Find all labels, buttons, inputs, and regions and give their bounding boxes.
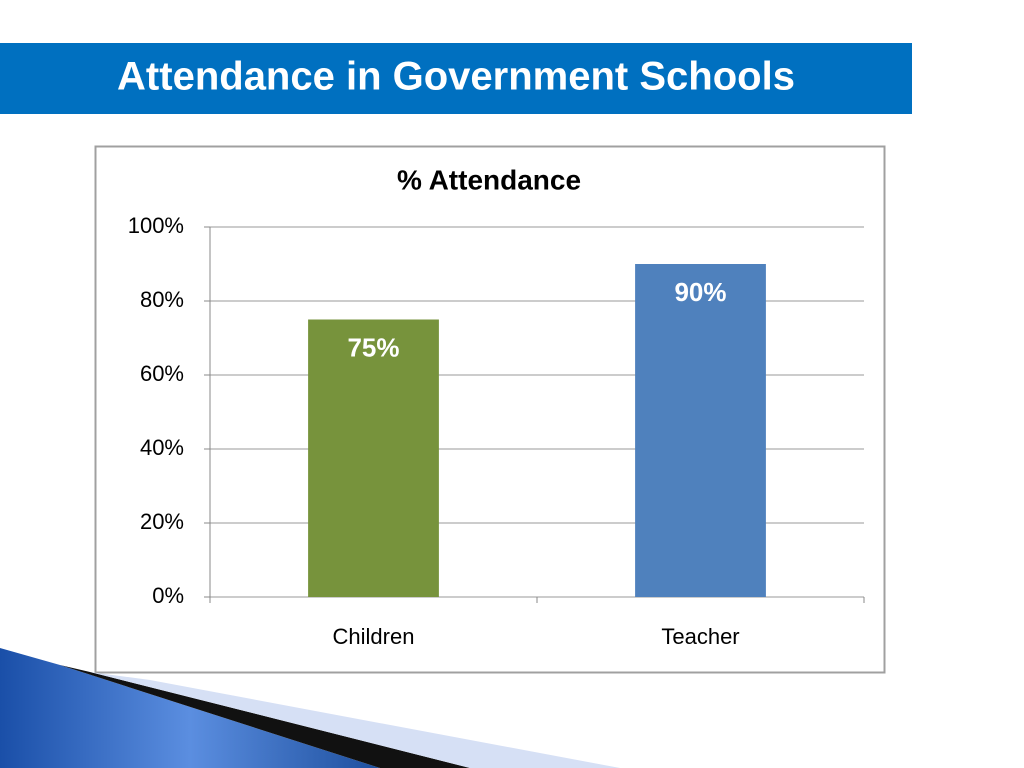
x-tick-label: Teacher	[661, 624, 739, 649]
decoration	[0, 648, 380, 768]
y-tick-label: 0%	[152, 583, 184, 608]
data-label: 90%	[674, 277, 726, 307]
chart-frame	[94, 145, 886, 674]
y-tick-label: 80%	[140, 287, 184, 312]
decoration	[60, 665, 470, 768]
decoration	[90, 672, 620, 768]
y-tick-label: 100%	[128, 213, 184, 238]
slide-title: Attendance in Government Schools	[117, 55, 795, 99]
x-tick-label: Children	[333, 624, 415, 649]
bar	[635, 264, 766, 597]
chart-title: % Attendance	[397, 164, 581, 195]
y-tick-label: 20%	[140, 509, 184, 534]
bar	[308, 319, 439, 597]
y-tick-label: 40%	[140, 435, 184, 460]
plot-area: 0% 20% 40% 60% 80% 100% Children 75% Teacher 90%	[128, 213, 865, 649]
header-bar	[0, 43, 912, 114]
data-label: 75%	[347, 332, 399, 362]
y-tick-label: 60%	[140, 361, 184, 386]
